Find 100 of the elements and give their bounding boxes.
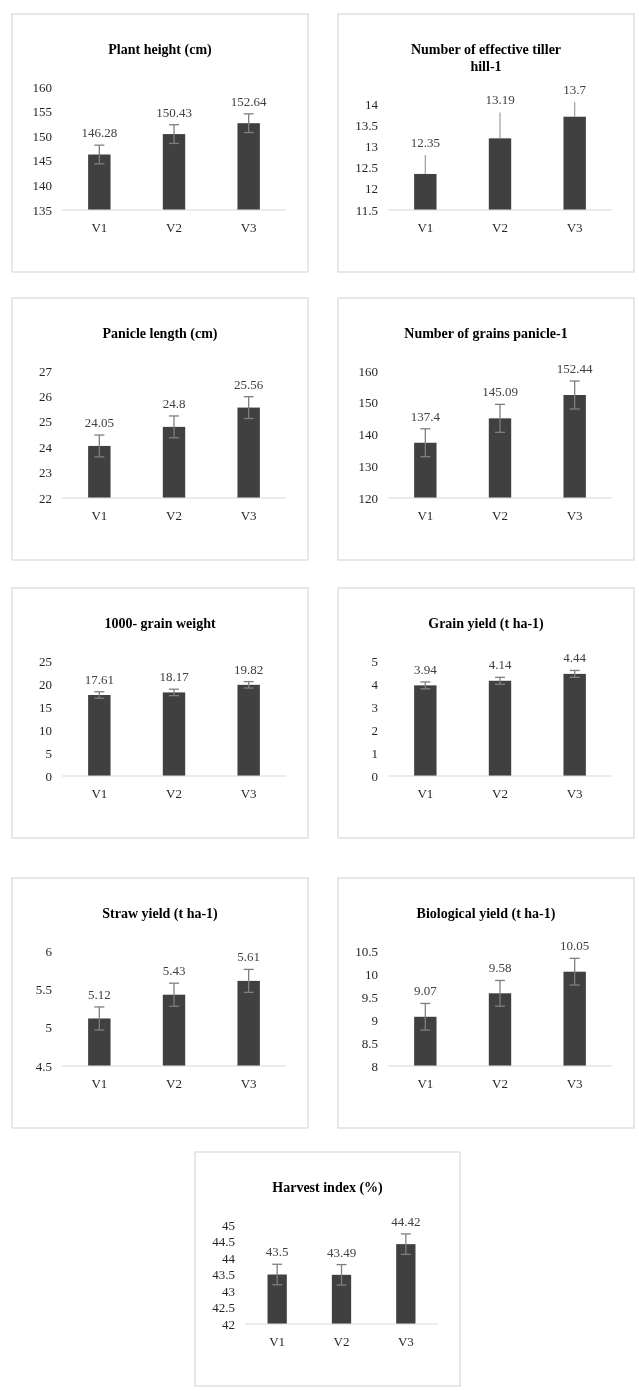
data-label: 152.44: [556, 361, 594, 377]
data-label: 9.58: [488, 960, 512, 976]
y-tick-label: 13: [365, 138, 378, 154]
x-tick-label: V2: [166, 1076, 182, 1091]
y-tick-label: 13.5: [355, 117, 378, 133]
y-tick-label: 10: [365, 966, 378, 982]
y-tick-label: 12: [365, 181, 378, 197]
data-label: 5.61: [237, 949, 261, 965]
y-tick-label: 10.5: [355, 943, 378, 959]
y-tick-label: 140: [32, 177, 52, 193]
y-tick-label: 120: [358, 490, 378, 506]
y-tick-label: 160: [32, 79, 52, 95]
chart-title: 1000- grain weight: [104, 616, 216, 631]
data-label: 17.61: [84, 671, 114, 687]
x-tick-label: V1: [269, 1334, 286, 1349]
y-tick-label: 11.5: [355, 202, 378, 218]
y-tick-label: 42.5: [212, 1300, 235, 1316]
chart-title: Grain yield (t ha-1): [428, 616, 545, 632]
y-tick-label: 45: [222, 1217, 235, 1233]
x-tick-label: V3: [566, 786, 583, 801]
y-tick-label: 5.5: [35, 981, 52, 997]
y-tick-label: 9.5: [361, 989, 378, 1005]
y-tick-label: 15: [39, 699, 52, 715]
data-label: 44.42: [391, 1213, 421, 1229]
y-tick-label: 130: [358, 458, 378, 474]
y-tick-label: 4: [371, 676, 379, 692]
bar: [162, 692, 186, 776]
data-label: 24.8: [162, 395, 186, 411]
x-tick-label: V1: [91, 786, 108, 801]
chart-title: Harvest index (%): [272, 1180, 384, 1196]
x-tick-label: V3: [566, 220, 583, 235]
bar: [237, 684, 260, 776]
data-label: 9.07: [413, 983, 438, 999]
y-tick-label: 145: [32, 153, 52, 169]
data-label: 12.35: [410, 134, 440, 150]
data-label: 13.19: [485, 92, 515, 108]
x-tick-label: V1: [417, 786, 434, 801]
data-label: 4.14: [488, 657, 512, 673]
data-label: 5.12: [87, 986, 111, 1002]
x-tick-label: V1: [91, 1076, 108, 1091]
y-tick-label: 135: [32, 202, 52, 218]
chart-title: Number of grains panicle-1: [404, 326, 568, 341]
chart-title: Biological yield (t ha-1): [416, 906, 556, 922]
x-tick-label: V1: [91, 508, 108, 523]
y-tick-label: 44.5: [212, 1234, 235, 1250]
y-tick-label: 20: [39, 676, 52, 692]
x-tick-label: V2: [333, 1334, 350, 1349]
chart-title: Number of effective tiller hill-1: [410, 42, 562, 74]
y-tick-label: 43.5: [212, 1267, 235, 1283]
y-tick-label: 22: [39, 490, 52, 506]
data-label: 43.5: [265, 1244, 289, 1260]
x-tick-label: V3: [240, 1076, 257, 1091]
data-label: 18.17: [159, 669, 190, 685]
x-tick-label: V2: [166, 508, 182, 523]
data-label: 13.7: [563, 81, 587, 97]
y-tick-label: 150: [358, 395, 378, 411]
y-tick-label: 12.5: [355, 160, 378, 176]
data-label: 3.94: [413, 661, 438, 677]
y-tick-label: 27: [39, 363, 53, 379]
y-tick-label: 24: [39, 439, 53, 455]
y-tick-label: 8.5: [361, 1035, 378, 1051]
x-tick-label: V2: [492, 508, 508, 523]
y-tick-label: 26: [39, 388, 53, 404]
y-tick-label: 5: [371, 653, 378, 669]
x-tick-label: V2: [492, 1076, 508, 1091]
y-tick-label: 5: [45, 745, 52, 761]
x-tick-label: V1: [91, 220, 108, 235]
y-tick-label: 14: [365, 96, 379, 112]
data-label: 19.82: [234, 661, 264, 677]
x-tick-label: V3: [566, 508, 583, 523]
y-tick-label: 44: [222, 1250, 236, 1266]
y-tick-label: 140: [358, 427, 378, 443]
y-tick-label: 1: [371, 745, 378, 761]
y-tick-label: 5: [45, 1020, 52, 1036]
data-label: 24.05: [84, 415, 114, 431]
x-tick-label: V1: [417, 220, 434, 235]
y-tick-label: 10: [39, 722, 52, 738]
x-tick-label: V2: [166, 220, 182, 235]
data-label: 150.43: [156, 104, 192, 120]
y-tick-label: 4.5: [35, 1058, 52, 1074]
chart-title: Plant height (cm): [108, 42, 213, 58]
x-tick-label: V3: [240, 220, 257, 235]
y-tick-label: 0: [45, 768, 52, 784]
x-tick-label: V2: [166, 786, 182, 801]
x-tick-label: V3: [397, 1334, 414, 1349]
data-label: 10.05: [560, 938, 590, 954]
y-tick-label: 43: [222, 1283, 235, 1299]
x-tick-label: V2: [492, 786, 508, 801]
y-tick-label: 9: [371, 1012, 378, 1028]
y-tick-label: 3: [371, 699, 378, 715]
data-label: 4.44: [563, 650, 587, 666]
x-tick-label: V3: [240, 508, 257, 523]
y-tick-label: 25: [39, 414, 52, 430]
y-tick-label: 2: [371, 722, 378, 738]
y-tick-label: 0: [371, 768, 378, 784]
y-tick-label: 6: [45, 943, 53, 959]
y-tick-label: 150: [32, 128, 52, 144]
data-label: 146.28: [81, 125, 118, 141]
x-tick-label: V1: [417, 508, 434, 523]
data-label: 152.64: [230, 93, 268, 109]
